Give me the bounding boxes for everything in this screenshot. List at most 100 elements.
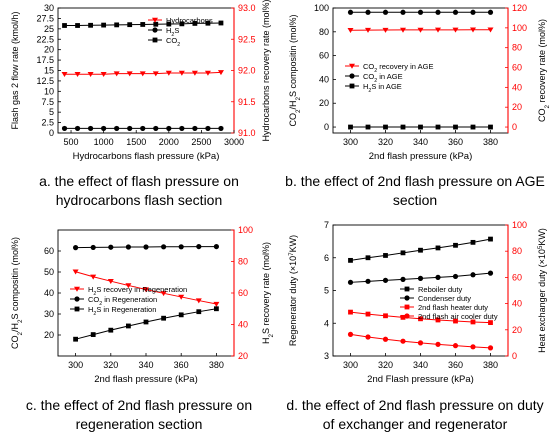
data-point <box>87 72 94 78</box>
data-point <box>143 244 149 250</box>
x-tick-label: 380 <box>209 360 224 370</box>
y-left-axis-label: CO2/H2S compositin (mol%) <box>288 14 302 126</box>
data-point <box>205 125 211 132</box>
legend-entry: H2S recovery in Regeneration <box>88 285 187 297</box>
y-right-tick-label: 40 <box>238 320 248 330</box>
x-axis-label: 2nd flash pressure (kPa) <box>94 374 198 385</box>
data-point <box>488 320 493 325</box>
y-right-tick-label: 93.0 <box>238 3 256 13</box>
legend-entry: CO2 <box>166 36 180 48</box>
y-right-tick-label: 92.5 <box>238 34 256 44</box>
data-point <box>90 274 97 280</box>
y-left-tick-label: 100 <box>314 3 329 13</box>
y-right-axis-label: Hydrocarbons recovery rate (mol%) <box>261 0 271 142</box>
data-point <box>125 244 131 250</box>
data-point <box>101 22 107 28</box>
chart-b: 300 320 340 360 380 0 20 40 60 80 100 0 20 40 60 80 100 1… <box>288 3 550 162</box>
data-point <box>139 71 146 77</box>
plot-frame <box>57 7 235 134</box>
y-left-tick-label: 15 <box>44 66 54 76</box>
data-point <box>435 9 441 15</box>
legend-entry: 2nd flash air cooler duty <box>418 312 498 321</box>
data-point <box>470 124 476 130</box>
y-left-tick-label: 25 <box>44 24 54 34</box>
data-point <box>126 71 133 77</box>
data-point <box>178 244 184 250</box>
y-right-tick-label: 40 <box>512 299 522 309</box>
data-point <box>400 9 406 15</box>
y-left-axis-label: CO2/H2S compositin (mol%) <box>10 237 24 349</box>
data-point <box>100 72 107 78</box>
data-point <box>191 70 198 76</box>
data-point <box>348 309 353 315</box>
series-2 <box>348 124 493 130</box>
x-tick-label: 380 <box>483 360 498 370</box>
x-tick-label: 2500 <box>191 137 211 147</box>
data-point <box>435 341 441 347</box>
data-point <box>107 278 114 284</box>
legend-entry: Hydrocarbons <box>166 16 213 25</box>
data-point <box>400 124 406 130</box>
data-point <box>417 340 424 346</box>
data-point <box>435 27 441 33</box>
legend-marker <box>152 37 158 43</box>
data-point <box>470 319 476 325</box>
y-left-tick-label: 10 <box>44 86 54 96</box>
data-point <box>101 125 107 132</box>
x-tick-label: 500 <box>64 137 79 147</box>
x-tick-label: 3000 <box>224 137 244 147</box>
data-point <box>179 21 185 27</box>
data-point <box>417 27 424 33</box>
y-right-axis-label: H2S recovery rate (mol%) <box>261 242 275 344</box>
legend-marker <box>74 306 80 312</box>
data-point <box>195 298 202 304</box>
y-left-tick-label: 5 <box>49 107 54 117</box>
y-right-tick-label: 100 <box>512 220 527 230</box>
data-point <box>382 27 389 33</box>
data-point <box>88 22 93 28</box>
data-point <box>365 9 371 15</box>
legend-entry: CO2 in Regeneration <box>88 295 157 307</box>
y-left-axis-label: Regenerator duty (×107KW) <box>288 235 299 346</box>
data-point <box>382 336 389 342</box>
data-point <box>452 273 459 280</box>
data-point <box>140 22 146 27</box>
data-point <box>347 9 354 15</box>
data-point <box>90 332 96 337</box>
legend-entry: H2S in Regeneration <box>88 305 156 317</box>
data-point <box>114 22 120 28</box>
series-2 <box>73 306 219 342</box>
data-point <box>452 9 459 15</box>
data-point <box>400 276 406 282</box>
y-left-tick-label: 30 <box>44 3 54 13</box>
legend-entry: CO2 in AGE <box>363 72 403 84</box>
data-point <box>383 124 388 130</box>
series-0 <box>347 27 494 34</box>
data-point <box>400 250 406 256</box>
legend-marker <box>74 296 80 302</box>
data-point <box>61 72 68 78</box>
series-0 <box>348 236 493 263</box>
x-tick-label: 360 <box>174 360 189 370</box>
data-point <box>87 125 94 132</box>
y-right-tick-label: 20 <box>512 325 522 335</box>
y-right-tick-label: 80 <box>238 257 248 267</box>
data-point <box>400 314 406 320</box>
data-point <box>213 243 219 250</box>
y-left-tick-label: 60 <box>44 246 54 256</box>
series-2 <box>62 20 224 28</box>
y-right-tick-label: 100 <box>512 23 527 33</box>
data-point <box>487 27 494 33</box>
legend-entry: Reboiler duty <box>418 285 462 294</box>
data-point <box>204 70 211 76</box>
y-right-tick-label: 91.0 <box>238 128 256 138</box>
y-left-tick-label: 50 <box>44 267 54 277</box>
data-point <box>74 72 81 78</box>
data-point <box>166 21 172 27</box>
chart-c: 300 320 340 360 380 20 30 40 50 60 20 40 60 80 100 2nd … <box>10 225 275 385</box>
y-right-tick-label: 20 <box>512 102 522 112</box>
y-right-tick-label: 40 <box>512 82 522 92</box>
x-tick-label: 320 <box>103 360 118 370</box>
x-tick-label: 300 <box>343 360 358 370</box>
